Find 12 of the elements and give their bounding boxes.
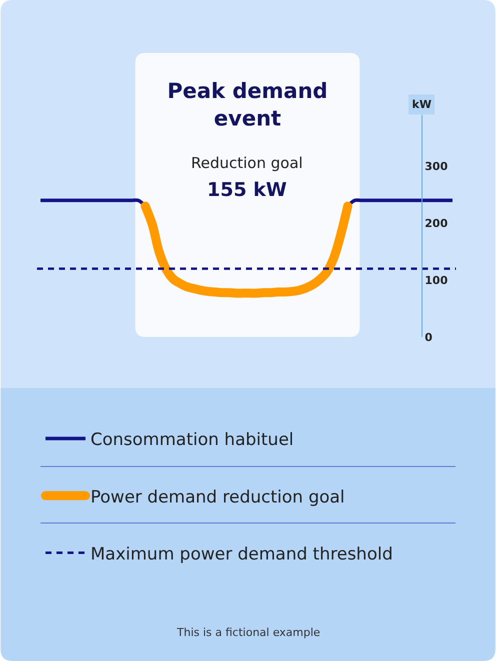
chart-title: Peak demand event bbox=[167, 79, 328, 130]
y-tick-label: 200 bbox=[424, 217, 448, 230]
y-tick-label: 0 bbox=[424, 330, 433, 344]
legend-label: Consommation habituel bbox=[90, 430, 294, 450]
text: Reduction goal bbox=[191, 154, 303, 172]
y-tick-label: 100 bbox=[424, 274, 448, 287]
y-tick-label: 300 bbox=[424, 160, 448, 174]
text: This is a fictional example bbox=[176, 626, 320, 639]
y-axis-title: kW bbox=[412, 98, 432, 111]
legend-label: Maximum power demand threshold bbox=[90, 544, 393, 564]
annotation: 155 kW bbox=[207, 179, 287, 201]
legend-label: Power demand reduction goal bbox=[90, 487, 345, 508]
